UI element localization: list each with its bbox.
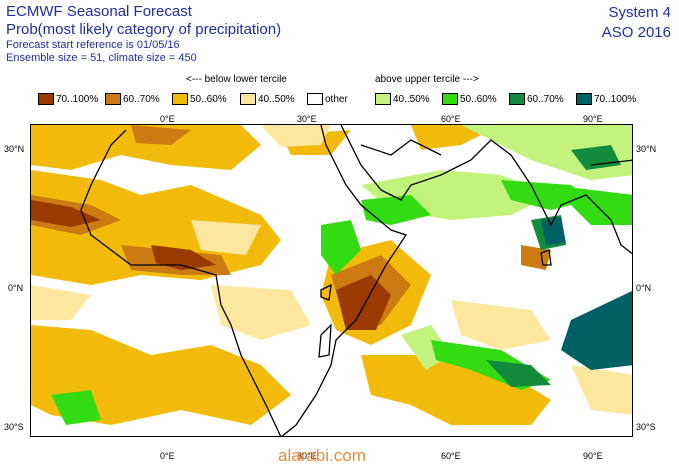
season-label: ASO 2016 bbox=[601, 24, 671, 41]
legend-swatch bbox=[375, 93, 391, 105]
legend-item: 50..60% bbox=[442, 92, 497, 106]
legend-label: 50..60% bbox=[460, 93, 497, 105]
below-tercile-header: <--- below lower tercile bbox=[186, 74, 287, 85]
legend-swatch bbox=[442, 93, 458, 105]
legend-item: 40..50% bbox=[375, 92, 430, 106]
legend-swatch bbox=[105, 93, 121, 105]
legend-item: 50..60% bbox=[172, 92, 227, 106]
legend-label: 70..100% bbox=[56, 93, 99, 105]
ensemble-size: Ensemble size = 51, climate size = 450 bbox=[6, 52, 197, 64]
legend-item: 60..70% bbox=[509, 92, 564, 106]
legend: 70..100% 60..70% 50..60% 40..50% other 4… bbox=[38, 92, 658, 108]
lon-label-top: 90°E bbox=[583, 114, 603, 124]
legend-swatch bbox=[307, 93, 323, 105]
legend-swatch bbox=[240, 93, 256, 105]
below-tercile-brown-areas bbox=[31, 200, 391, 330]
lon-label-bottom: 30°E bbox=[297, 451, 317, 461]
legend-label: 60..70% bbox=[527, 93, 564, 105]
lon-label-bottom: 0°E bbox=[160, 451, 175, 461]
lon-label-top: 0°E bbox=[160, 114, 175, 124]
below-tercile-yellow-areas bbox=[31, 125, 551, 425]
lat-label-left: 30°N bbox=[4, 144, 25, 154]
legend-item: other bbox=[307, 92, 348, 106]
legend-label: 70..100% bbox=[594, 93, 637, 105]
legend-item: 70..100% bbox=[38, 92, 98, 106]
system-block: System 4 ASO 2016 bbox=[602, 4, 671, 44]
lat-label-left: 0°N bbox=[8, 283, 24, 293]
lat-label-right: 0°N bbox=[636, 283, 652, 293]
chart-title: ECMWF Seasonal Forecast bbox=[6, 3, 192, 20]
legend-item: 40..50% bbox=[240, 92, 295, 106]
legend-item: 60..70% bbox=[105, 92, 160, 106]
title-block: ECMWF Seasonal Forecast Prob(most likely… bbox=[6, 4, 281, 66]
legend-label: 40..50% bbox=[258, 93, 295, 105]
above-tercile-header: above upper tercile ---> bbox=[375, 74, 479, 85]
lon-label-top: 60°E bbox=[441, 114, 461, 124]
lon-label-bottom: 90°E bbox=[583, 451, 603, 461]
legend-label: 40..50% bbox=[393, 93, 430, 105]
legend-swatch bbox=[38, 93, 54, 105]
system-label: System 4 bbox=[608, 4, 671, 21]
watermark: alarabi.com bbox=[278, 446, 366, 465]
coastlines bbox=[80, 125, 632, 436]
above-tercile-teal-areas bbox=[541, 217, 632, 370]
legend-label: 60..70% bbox=[123, 93, 160, 105]
legend-swatch bbox=[509, 93, 525, 105]
below-tercile-pale-areas bbox=[31, 125, 632, 415]
legend-item: 70..100% bbox=[576, 92, 636, 106]
legend-swatch bbox=[172, 93, 188, 105]
lat-label-left: 30°S bbox=[4, 422, 24, 432]
map-svg bbox=[31, 125, 632, 436]
lat-label-right: 30°S bbox=[636, 422, 656, 432]
forecast-start: Forecast start reference is 01/05/16 bbox=[6, 39, 180, 51]
legend-swatch bbox=[576, 93, 592, 105]
precip-probability-map bbox=[30, 124, 633, 437]
legend-label: other bbox=[325, 93, 348, 105]
lon-label-bottom: 60°E bbox=[441, 451, 461, 461]
lat-label-right: 30°N bbox=[636, 144, 657, 154]
chart-subtitle: Prob(most likely category of precipitati… bbox=[6, 21, 282, 38]
legend-label: 50..60% bbox=[190, 93, 227, 105]
lon-label-top: 30°E bbox=[297, 114, 317, 124]
